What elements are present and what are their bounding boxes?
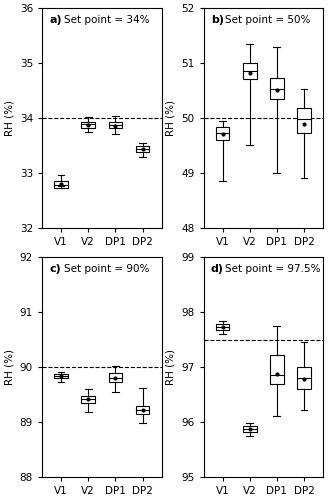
Text: Set point = 90%: Set point = 90% bbox=[64, 264, 149, 274]
PathPatch shape bbox=[297, 367, 311, 389]
Text: Set point = 34%: Set point = 34% bbox=[64, 14, 149, 24]
PathPatch shape bbox=[297, 108, 311, 133]
PathPatch shape bbox=[136, 406, 149, 413]
Y-axis label: RH (%): RH (%) bbox=[4, 100, 14, 136]
Y-axis label: RH (%): RH (%) bbox=[166, 349, 176, 385]
Y-axis label: RH (%): RH (%) bbox=[4, 349, 14, 385]
Text: d): d) bbox=[211, 264, 224, 274]
PathPatch shape bbox=[109, 372, 122, 382]
PathPatch shape bbox=[54, 374, 68, 378]
PathPatch shape bbox=[270, 78, 284, 98]
Text: a): a) bbox=[49, 14, 62, 24]
PathPatch shape bbox=[109, 122, 122, 128]
Text: Set point = 97.5%: Set point = 97.5% bbox=[225, 264, 320, 274]
PathPatch shape bbox=[270, 355, 284, 384]
PathPatch shape bbox=[243, 63, 256, 80]
PathPatch shape bbox=[136, 146, 149, 152]
PathPatch shape bbox=[243, 426, 256, 432]
PathPatch shape bbox=[216, 324, 229, 330]
Y-axis label: RH (%): RH (%) bbox=[166, 100, 176, 136]
Text: b): b) bbox=[211, 14, 224, 24]
PathPatch shape bbox=[54, 181, 68, 188]
Text: Set point = 50%: Set point = 50% bbox=[225, 14, 310, 24]
PathPatch shape bbox=[216, 127, 229, 140]
PathPatch shape bbox=[81, 396, 95, 403]
PathPatch shape bbox=[81, 122, 95, 128]
Text: c): c) bbox=[49, 264, 61, 274]
